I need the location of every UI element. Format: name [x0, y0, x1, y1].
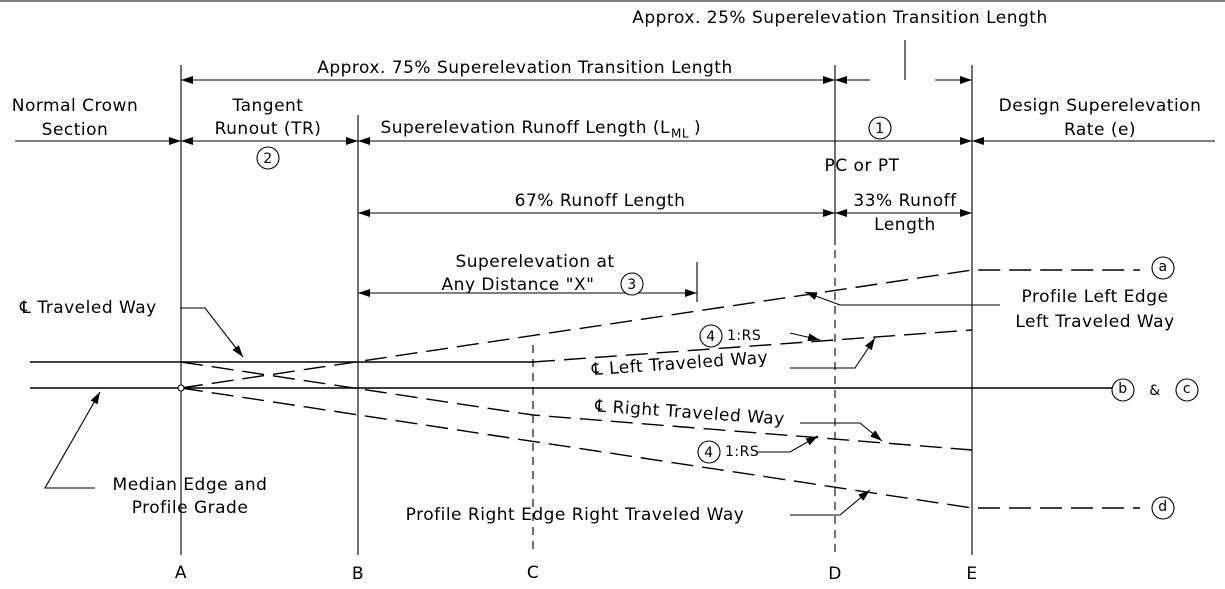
dim-label: Superelevation Runoff Length (L: [380, 118, 670, 138]
note-marker: 3: [627, 277, 636, 293]
linework: [0, 0, 1225, 555]
station-label: D: [828, 564, 842, 584]
dim-label: 67% Runoff Length: [515, 191, 686, 211]
note-marker: 1: [875, 121, 884, 137]
station-label: E: [966, 564, 977, 584]
station-label: B: [352, 564, 364, 584]
profile-label: Left Traveled Way: [1015, 312, 1174, 332]
profile-marker: b: [1118, 381, 1127, 397]
dim-label: Length: [874, 215, 936, 235]
profile-label: Profile Right Edge Right Traveled Way: [406, 505, 745, 525]
section-label: Rate (e): [1064, 120, 1136, 140]
profile-label: ℄ Left Traveled Way: [590, 348, 769, 380]
section-label: Design Superelevation: [999, 96, 1202, 116]
note-marker: 4: [706, 329, 715, 345]
dim-label: Approx. 75% Superelevation Transition Le…: [317, 58, 733, 78]
section-label: Tangent: [232, 96, 304, 116]
dim-label: Approx. 25% Superelevation Transition Le…: [632, 8, 1048, 28]
dim-label: ): [694, 118, 701, 138]
section-label: PC or PT: [825, 156, 900, 176]
note-marker: 2: [263, 151, 272, 167]
dim-label: 33% Runoff: [853, 191, 957, 211]
profile-label: &: [1149, 383, 1160, 399]
slope-label: 1:RS: [727, 328, 761, 344]
note-marker: 4: [704, 445, 713, 461]
profile-label: ℄ Right Traveled Way: [594, 396, 786, 429]
station-label: A: [175, 563, 187, 583]
profile-marker: a: [1158, 259, 1167, 275]
profile-label: ℄ Traveled Way: [19, 298, 157, 318]
slope-label: 1:RS: [725, 444, 759, 460]
profile-marker: c: [1183, 381, 1191, 397]
station-label: C: [527, 563, 539, 583]
profile-label: Profile Grade: [132, 498, 249, 518]
section-label: Runout (TR): [215, 119, 322, 139]
dim-subscript: ML: [671, 127, 689, 141]
dim-label: Superelevation Runoff Length (L: [380, 118, 670, 138]
profile-label: Profile Left Edge: [1022, 287, 1169, 307]
dim-label: Any Distance "X": [442, 275, 595, 295]
profile-marker: d: [1158, 499, 1167, 515]
section-label: Normal Crown: [12, 96, 138, 116]
profile-label: Median Edge and: [113, 475, 268, 495]
section-label: Section: [42, 120, 109, 140]
dim-label: Superelevation at: [455, 252, 614, 272]
